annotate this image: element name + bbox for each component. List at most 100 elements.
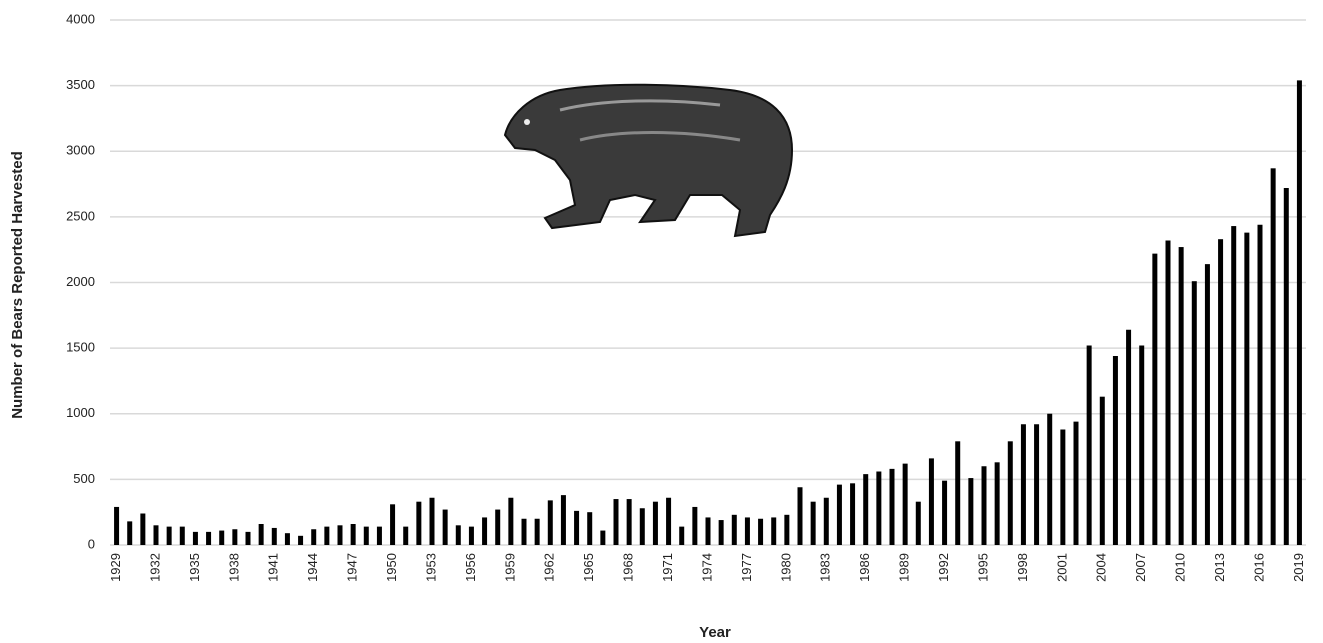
bar bbox=[153, 525, 159, 545]
bar bbox=[705, 517, 711, 545]
x-tick-label: 1965 bbox=[581, 553, 596, 582]
x-tick-label: 1962 bbox=[542, 553, 557, 582]
bar bbox=[1231, 226, 1237, 545]
bar bbox=[1047, 413, 1053, 545]
x-tick-label: 2007 bbox=[1133, 553, 1148, 582]
bar bbox=[1020, 424, 1026, 545]
bar bbox=[1244, 232, 1250, 545]
x-tick-label: 2004 bbox=[1094, 553, 1109, 582]
bar bbox=[639, 508, 645, 545]
bar bbox=[495, 509, 501, 545]
y-tick-label: 1500 bbox=[66, 340, 95, 355]
bar bbox=[823, 497, 829, 545]
bar bbox=[521, 518, 527, 545]
x-tick-label: 2013 bbox=[1212, 553, 1227, 582]
x-tick-label: 2016 bbox=[1251, 553, 1266, 582]
bar bbox=[574, 510, 580, 545]
bar bbox=[179, 526, 185, 545]
bar bbox=[744, 517, 750, 545]
bar bbox=[876, 471, 882, 545]
bar bbox=[284, 533, 290, 545]
x-tick-label: 2010 bbox=[1173, 553, 1188, 582]
bar bbox=[758, 518, 764, 545]
x-tick-label: 1992 bbox=[936, 553, 951, 582]
bar bbox=[219, 530, 225, 545]
bar bbox=[968, 478, 974, 545]
bar bbox=[192, 531, 198, 545]
y-tick-label: 0 bbox=[88, 536, 95, 551]
bar bbox=[1218, 239, 1224, 545]
bar bbox=[731, 514, 737, 545]
x-tick-label: 1986 bbox=[857, 553, 872, 582]
bar bbox=[245, 531, 251, 545]
bar bbox=[442, 509, 448, 545]
x-tick-label: 1971 bbox=[660, 553, 675, 582]
bar bbox=[482, 517, 488, 545]
bar bbox=[390, 504, 396, 545]
x-tick-label: 1947 bbox=[345, 553, 360, 582]
bar bbox=[337, 525, 343, 545]
bar bbox=[232, 529, 238, 545]
bar bbox=[127, 521, 133, 545]
bar bbox=[850, 483, 856, 545]
bar bbox=[1073, 421, 1079, 545]
bar bbox=[928, 458, 934, 545]
bar bbox=[1086, 345, 1092, 545]
y-tick-label: 4000 bbox=[66, 11, 95, 26]
bar bbox=[258, 524, 264, 545]
bar bbox=[1060, 429, 1066, 545]
bar bbox=[994, 462, 1000, 545]
y-tick-label: 500 bbox=[73, 471, 95, 486]
bar bbox=[350, 524, 356, 545]
bar bbox=[981, 466, 987, 545]
x-tick-label: 1989 bbox=[897, 553, 912, 582]
bar bbox=[547, 500, 553, 545]
bar bbox=[600, 530, 606, 545]
x-tick-label: 1998 bbox=[1015, 553, 1030, 582]
bar bbox=[1152, 253, 1158, 545]
bar bbox=[534, 518, 540, 545]
bar bbox=[311, 529, 317, 545]
bar bbox=[324, 526, 330, 545]
bar bbox=[376, 526, 382, 545]
bar bbox=[679, 526, 685, 545]
x-tick-label: 1941 bbox=[266, 553, 281, 582]
y-tick-label: 2000 bbox=[66, 274, 95, 289]
y-axis-title: Number of Bears Reported Harvested bbox=[9, 151, 26, 419]
x-tick-label: 2019 bbox=[1291, 553, 1306, 582]
bar bbox=[468, 526, 474, 545]
bar bbox=[718, 520, 724, 545]
y-tick-label: 1000 bbox=[66, 405, 95, 420]
bar bbox=[955, 441, 961, 545]
x-tick-label: 1935 bbox=[187, 553, 202, 582]
y-tick-label: 3000 bbox=[66, 143, 95, 158]
bar bbox=[889, 468, 895, 545]
bar bbox=[1270, 168, 1276, 545]
bar bbox=[942, 480, 948, 545]
x-tick-label: 1974 bbox=[699, 553, 714, 582]
x-tick-label: 1944 bbox=[305, 553, 320, 582]
x-tick-label: 1953 bbox=[423, 553, 438, 582]
x-tick-label: 1977 bbox=[739, 553, 754, 582]
bar bbox=[403, 526, 409, 545]
bar bbox=[666, 497, 672, 545]
x-tick-label: 2001 bbox=[1054, 553, 1069, 582]
bar bbox=[140, 513, 146, 545]
bar bbox=[416, 501, 422, 545]
x-tick-label: 1980 bbox=[778, 553, 793, 582]
x-tick-label: 1929 bbox=[108, 553, 123, 582]
bar bbox=[1257, 224, 1263, 545]
bar bbox=[429, 497, 435, 545]
bar bbox=[271, 527, 277, 545]
x-tick-label: 1968 bbox=[621, 553, 636, 582]
bar bbox=[298, 535, 304, 545]
bar bbox=[902, 463, 908, 545]
y-tick-label: 2500 bbox=[66, 208, 95, 223]
bar bbox=[836, 484, 842, 545]
bar bbox=[1007, 441, 1013, 545]
bar bbox=[508, 497, 514, 545]
bar bbox=[587, 512, 593, 545]
bar bbox=[652, 501, 658, 545]
bar bbox=[797, 487, 803, 545]
